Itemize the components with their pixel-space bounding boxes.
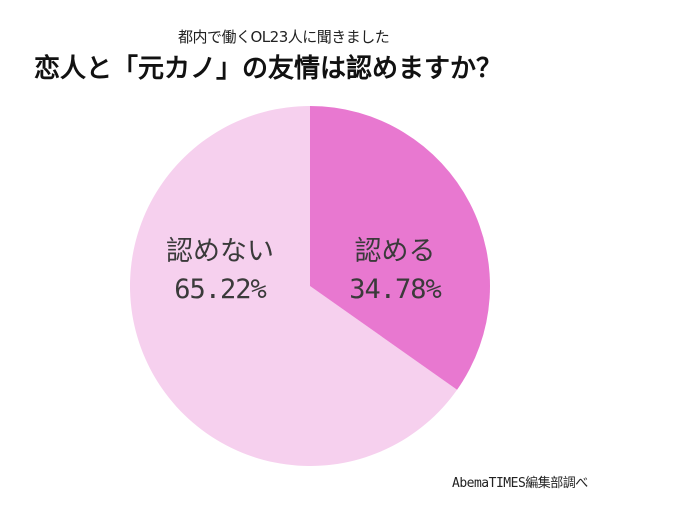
label-reject-pct: 65.22%: [174, 274, 267, 305]
label-accept: 認める 34.78%: [330, 233, 460, 309]
label-accept-pct: 34.78%: [349, 274, 442, 305]
chart-title: 恋人と「元カノ」の友情は認めますか？: [34, 54, 503, 84]
label-reject-name: 認めない: [166, 236, 274, 267]
slice-accept: [310, 106, 491, 390]
label-reject: 認めない 65.22%: [150, 233, 290, 309]
slice-reject: [129, 106, 458, 466]
chart-subtitle: 都内で働くOL23人に聞きました: [178, 28, 390, 46]
source-note: AbemaTIMES編集部調べ: [452, 476, 588, 491]
label-accept-name: 認める: [354, 236, 436, 267]
